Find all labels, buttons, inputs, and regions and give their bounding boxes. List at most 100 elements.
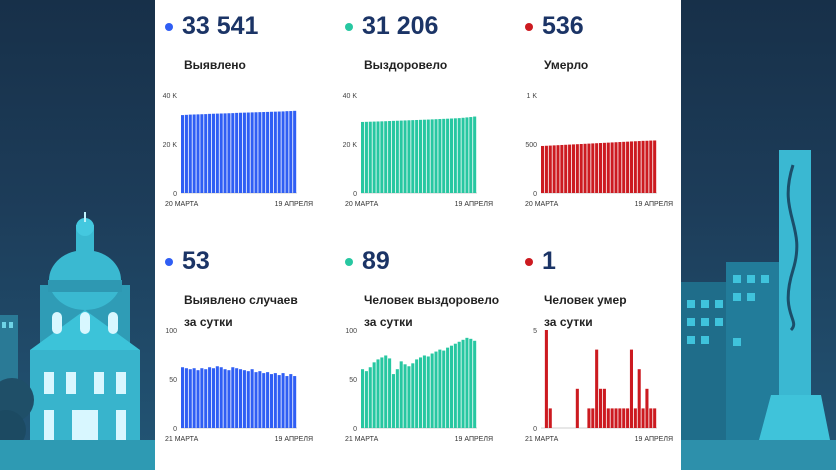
chart-bar [208, 367, 212, 428]
y-tick-label: 0 [173, 426, 177, 433]
detected-daily-chart: 100 50 0 21 МАРТА 19 АПРЕЛЯ [165, 328, 313, 443]
chart-bar [422, 355, 426, 428]
chart-bar [223, 369, 227, 428]
chart-bar [457, 118, 461, 193]
chart-bar [407, 120, 411, 193]
chart-bar [453, 343, 457, 428]
chart-bar [246, 371, 250, 428]
chart-bar [181, 115, 185, 193]
chart-bar [571, 144, 575, 193]
chart-bar [254, 112, 258, 193]
chart-bar [446, 118, 450, 193]
chart-bar [614, 408, 618, 428]
chart-bar [391, 374, 395, 428]
chart-bar [461, 339, 465, 428]
chart-bar [622, 141, 626, 193]
chart-bar [449, 118, 453, 193]
chart-bar [192, 368, 196, 428]
y-tick-label: 100 [165, 328, 177, 335]
chart-bar [599, 143, 603, 193]
chart-bar [231, 113, 235, 193]
chart-bar [415, 119, 419, 193]
cathedral-illustration [0, 212, 155, 470]
chart-bar [361, 121, 365, 193]
chart-bar [426, 119, 430, 193]
chart-bar [564, 144, 568, 193]
chart-bar [473, 116, 477, 193]
chart-bar [293, 110, 297, 193]
x-tick-label: 19 АПРЕЛЯ [275, 201, 313, 208]
chart-bar [465, 337, 469, 428]
chart-bar [595, 143, 599, 193]
chart-bar [388, 358, 392, 428]
chart-bar [568, 144, 572, 193]
chart-bar [289, 111, 293, 193]
chart-bar [411, 120, 415, 193]
chart-bar [575, 388, 579, 428]
recovered-daily-chart: 100 50 0 21 МАРТА 19 АПРЕЛЯ [345, 328, 493, 443]
status-dot [525, 22, 533, 31]
chart-bar [469, 117, 473, 193]
chart-bar [215, 366, 219, 428]
chart-bar [453, 118, 457, 193]
card-died-daily: 1 Человек умер за сутки 5 0 21 МАРТА 19 АПР… [515, 235, 690, 470]
chart-bar [442, 350, 446, 428]
chart-bar [188, 369, 192, 428]
chart-bar [599, 388, 603, 428]
y-tick-label: 50 [349, 377, 357, 384]
chart-bar [384, 121, 388, 193]
chart-bar [399, 361, 403, 428]
chart-bar [419, 357, 423, 428]
chart-bar [560, 144, 564, 193]
status-dot [525, 257, 533, 266]
chart-bar [285, 111, 289, 193]
chart-bar [211, 368, 215, 428]
chart-bar [548, 408, 552, 428]
chart-bar [380, 357, 384, 428]
recovered-total-chart: 40 K 20 K 0 20 МАРТА 19 АПРЕЛЯ [343, 93, 493, 208]
chart-bar [583, 143, 587, 193]
chart-bar [273, 111, 277, 193]
chart-bar [633, 408, 637, 428]
chart-bar [541, 145, 545, 193]
chart-bar [461, 117, 465, 193]
chart-bar [438, 119, 442, 193]
chart-bar [544, 145, 548, 193]
chart-bar [384, 355, 388, 428]
chart-bar [391, 120, 395, 193]
y-tick-label: 0 [353, 426, 357, 433]
chart-bar [610, 408, 614, 428]
chart-bar [239, 112, 243, 193]
chart-bar [200, 368, 204, 428]
y-tick-label: 0 [173, 191, 177, 198]
chart-bar [415, 359, 419, 428]
chart-bar [629, 141, 633, 193]
card-recovered-daily: 89 Человек выздоровело за сутки 100 50 0 21… [335, 235, 510, 470]
chart-bar [610, 142, 614, 193]
chart-bar [575, 144, 579, 193]
chart-bar [376, 359, 380, 428]
y-tick-label: 50 [169, 377, 177, 384]
chart-bar [250, 112, 254, 193]
died-daily-label: Человек умер за сутки [544, 293, 627, 329]
chart-bar [380, 121, 384, 193]
status-dot [345, 22, 353, 31]
status-dot [165, 257, 173, 266]
chart-bar [626, 141, 630, 193]
chart-bar [368, 121, 372, 193]
chart-bar [192, 114, 196, 193]
chart-bar [614, 142, 618, 193]
chart-bar [184, 368, 188, 428]
chart-bar [602, 142, 606, 193]
died-total-value: 536 [542, 12, 584, 40]
chart-bar [223, 113, 227, 194]
x-tick-label: 20 МАРТА [345, 201, 379, 208]
chart-bar [188, 114, 192, 193]
chart-bar [653, 140, 657, 193]
status-dot [345, 257, 353, 266]
chart-bar [219, 367, 223, 428]
chart-bar [649, 140, 653, 193]
chart-bar [606, 142, 610, 193]
chart-bar [399, 120, 403, 193]
chart-bar [266, 372, 270, 428]
